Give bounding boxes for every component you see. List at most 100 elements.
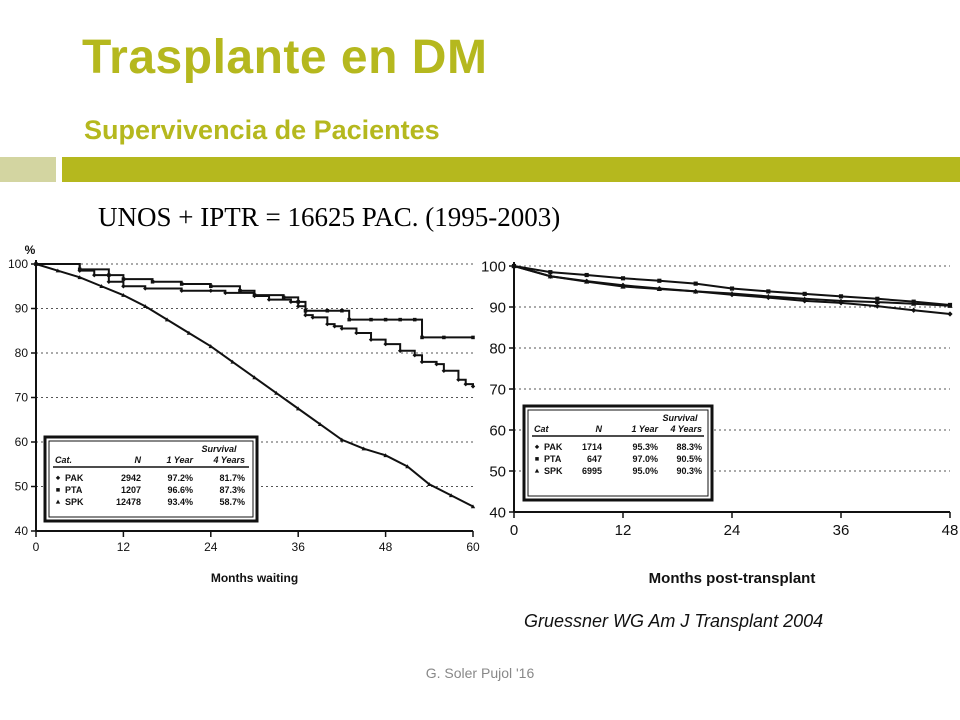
data-point [765,293,771,299]
data-point [405,464,410,469]
legend-cell: 93.4% [167,497,193,507]
data-point [317,422,323,426]
x-tick-label: 0 [33,540,40,554]
data-point [368,337,374,342]
y-tick-label: 60 [489,422,506,439]
data-point [548,270,553,275]
data-point [419,359,425,365]
data-point [463,381,468,387]
y-tick-label: 50 [489,463,506,480]
legend-cell: SPK [65,497,84,507]
legend-cell: 97.2% [167,473,193,483]
legend-column-header: N [135,455,142,465]
data-point [547,273,553,279]
data-point [121,284,126,289]
data-point [252,293,257,297]
data-point [657,278,662,283]
data-point [874,303,880,309]
data-point [296,304,301,309]
data-point [656,286,662,292]
slide-title: Trasplante en DM [82,31,488,84]
data-point [874,299,880,305]
legend-cell: 97.0% [632,454,658,464]
data-point [77,275,82,280]
data-point [303,308,308,313]
y-tick-label: 40 [489,504,506,521]
data-point [325,308,330,313]
data-point [420,335,424,340]
data-point [186,330,192,335]
data-point [230,359,235,364]
legend-title: Survival [201,444,237,454]
data-point [121,292,126,297]
data-point [340,308,344,313]
data-point [361,446,366,451]
legend-frame [43,435,259,523]
legend-cell: PAK [544,442,563,452]
data-point [92,272,97,278]
legend-column-header: 4 Years [212,455,245,465]
data-point [448,493,454,498]
x-axis-title: Months post-transplant [649,570,816,587]
data-point [274,390,279,395]
data-point [179,288,184,293]
x-tick-label: 0 [510,522,518,539]
legend-column-header: Cat. [55,455,72,465]
data-point [412,353,417,358]
legend-cell: 1714 [582,442,602,452]
y-tick-label: 70 [489,381,506,398]
x-tick-label: 12 [117,540,131,554]
data-point [838,298,844,303]
data-point [252,375,257,380]
legend-cell: SPK [544,466,563,476]
legend-cell: 58.7% [219,497,245,507]
study-header: UNOS + IPTR = 16625 PAC. (1995-2003) [98,202,561,232]
series-spk [511,263,953,308]
y-tick-label: 80 [489,340,506,357]
y-tick-label: 90 [489,299,506,316]
citation: Gruessner WG Am J Transplant 2004 [524,611,824,631]
legend-table: Survival Cat N 1 Year 4 Years PAK 1714 95.3% 88.… [522,404,714,502]
legend-marker [534,468,540,473]
series-line-pta [513,265,951,306]
x-tick-label: 36 [292,540,306,554]
legend-marker [56,488,60,492]
data-point [310,315,315,320]
x-tick-label: 36 [833,522,850,539]
data-point [296,406,301,411]
x-tick-label: 48 [379,540,393,554]
legend-cell: PAK [65,473,84,483]
data-point [471,335,475,340]
legend-inner-frame [527,409,709,497]
data-point [511,263,517,269]
x-tick-label: 24 [204,540,218,554]
data-point [369,317,373,322]
data-point [77,267,82,272]
accent-bar-long [62,157,960,182]
data-point [383,317,388,322]
x-tick-label: 48 [942,522,959,539]
legend-cell: 647 [587,454,602,464]
data-point [347,317,351,322]
legend-inner-frame [48,440,254,518]
legend-frame [522,404,714,502]
data-point [383,341,388,347]
data-point [55,268,61,273]
accent-bar-short [0,157,56,182]
data-point [121,277,126,281]
data-point [875,296,880,301]
legend-column-header: 1 Year [631,424,658,434]
legend-cell: PTA [65,485,83,495]
data-point [838,294,844,299]
legend-cell: 2942 [121,473,141,483]
y-tick-label: 90 [15,302,29,316]
data-point [802,291,807,296]
data-point [693,288,699,294]
data-point [208,344,213,349]
data-point [107,273,111,277]
data-point [281,295,286,300]
data-point [143,286,148,291]
data-point [223,290,228,296]
data-point [693,281,698,286]
data-point [911,301,917,306]
